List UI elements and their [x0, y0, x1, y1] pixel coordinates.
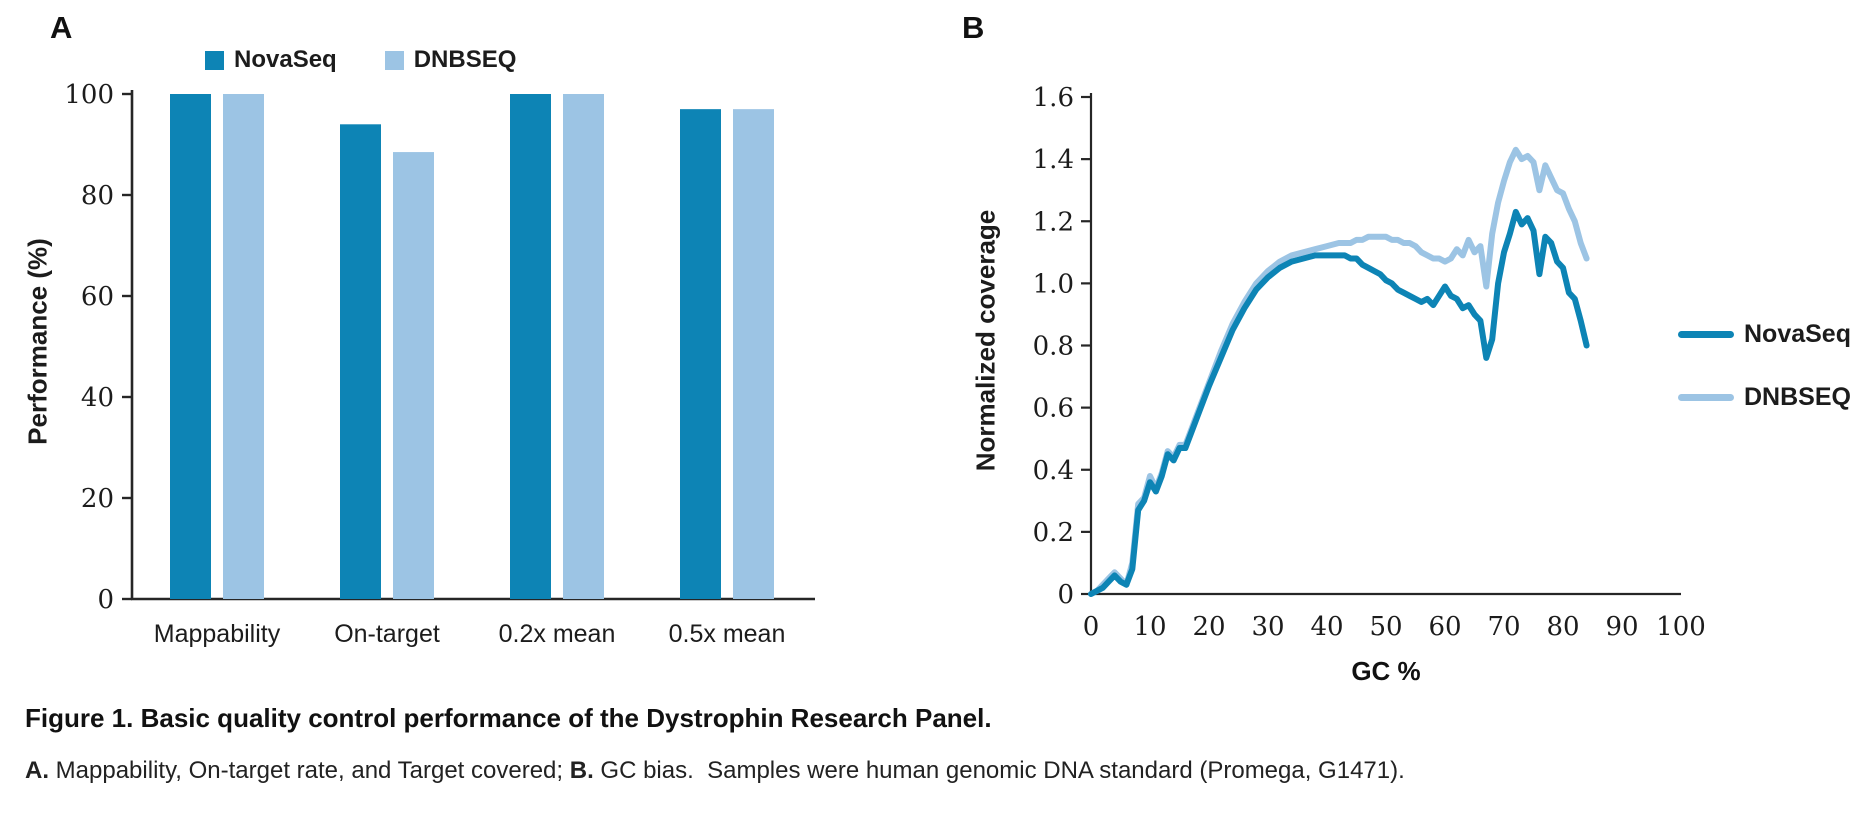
legend-label-novaseq: NovaSeq [234, 46, 337, 73]
panel-b-x-tick-label: 40 [1310, 612, 1343, 642]
legend-item-dnbseq: DNBSEQ [384, 46, 517, 74]
panel-b-y-tick-label: 0 [1057, 580, 1074, 610]
panel-a-category-label: On-target [334, 620, 440, 648]
figure-caption-title: Figure 1. Basic quality control performa… [25, 703, 992, 733]
bar-novaseq-0.2x-mean [510, 94, 551, 599]
bar-dnbseq-0.2x-mean [563, 94, 604, 599]
panel-a-label: A [50, 10, 73, 45]
panel-b-label: B [962, 10, 985, 45]
panel-b-y-tick-label: 0.6 [1033, 394, 1074, 424]
panel-b-y-axis-title: Normalized coverage [970, 209, 1001, 472]
line-novaseq [1088, 208, 1590, 597]
legend-label-dnbseq-line: DNBSEQ [1744, 383, 1850, 411]
panel-b-x-tick-label: 100 [1656, 612, 1706, 642]
dnbseq-swatch-icon [384, 50, 404, 70]
dnbseq-line-swatch-icon [1678, 394, 1734, 401]
panel-b-x-tick-label: 60 [1428, 612, 1461, 642]
panel-a-y-tick-label: 0 [97, 585, 114, 615]
bar-novaseq-mappability [170, 94, 211, 599]
caption-a-marker: A. [25, 757, 49, 784]
caption-b-text: GC bias. Samples were human genomic DNA … [593, 757, 1405, 784]
panel-a-category-label: Mappability [154, 620, 281, 648]
panel-b-x-tick-label: 80 [1546, 612, 1579, 642]
panel-a-y-tick-label: 60 [81, 282, 114, 312]
panel-a-y-axis-title: Performance (%) [22, 238, 53, 445]
panel-a-category-label: 0.5x mean [669, 620, 786, 648]
caption-a-text: Mappability, On-target rate, and Target … [49, 757, 570, 784]
figure-caption-body: A. Mappability, On-target rate, and Targ… [25, 757, 1405, 785]
panel-b-legend: NovaSeq DNBSEQ [1678, 320, 1850, 412]
panel-b-x-tick-label: 50 [1369, 612, 1402, 642]
bar-dnbseq-on-target [393, 152, 434, 599]
bar-novaseq-0.5x-mean [680, 109, 721, 600]
panel-b-y-tick-label: 1.0 [1033, 269, 1074, 299]
panel-a-y-tick-label: 100 [64, 80, 114, 110]
caption-b-marker: B. [569, 757, 594, 784]
legend-item-novaseq: NovaSeq [205, 46, 337, 74]
panel-b-y-tick-label: 1.6 [1033, 83, 1074, 113]
bar-dnbseq-0.5x-mean [733, 109, 774, 600]
line-chart-svg: 0 0.2 0.4 0.6 0.8 1.0 1.2 1.4 1.6 0 10 20 30 40 50 60 70… [1033, 83, 1706, 686]
panel-b-y-tick-label: 0.4 [1033, 456, 1074, 486]
panel-b-y-tick-label: 1.2 [1033, 207, 1074, 237]
legend-item-novaseq-line: NovaSeq [1678, 320, 1850, 349]
panel-a-legend: NovaSeq DNBSEQ [205, 46, 516, 74]
panel-a-category-label: 0.2x mean [499, 620, 616, 648]
bar-novaseq-on-target [340, 124, 381, 600]
panel-b-y-tick-label: 1.4 [1033, 145, 1074, 175]
panel-a-y-tick-label: 40 [81, 383, 114, 413]
panel-a-y-tick-label: 80 [81, 181, 114, 211]
panel-b-x-axis-title: GC % [1351, 656, 1420, 686]
panel-b-x-tick-label: 10 [1133, 612, 1166, 642]
legend-label-dnbseq: DNBSEQ [413, 46, 517, 73]
panel-b-x-tick-label: 70 [1487, 612, 1520, 642]
legend-label-novaseq-line: NovaSeq [1744, 320, 1850, 348]
legend-item-dnbseq-line: DNBSEQ [1678, 383, 1850, 412]
novaseq-swatch-icon [205, 50, 224, 70]
panel-b-y-tick-label: 0.8 [1033, 332, 1074, 362]
novaseq-line-swatch-icon [1678, 331, 1734, 338]
panel-b-y-tick-label: 0.2 [1033, 518, 1074, 548]
panel-b-x-tick-label: 20 [1192, 612, 1225, 642]
panel-a-y-tick-label: 20 [81, 484, 114, 514]
panel-b-x-tick-label: 30 [1251, 612, 1284, 642]
panel-b-x-tick-label: 0 [1083, 612, 1100, 642]
bar-dnbseq-mappability [223, 94, 264, 599]
panel-b-x-tick-label: 90 [1605, 612, 1638, 642]
bar-chart-svg: 0 20 40 60 80 100 Mappability On-target 0.2x mea… [64, 80, 815, 648]
